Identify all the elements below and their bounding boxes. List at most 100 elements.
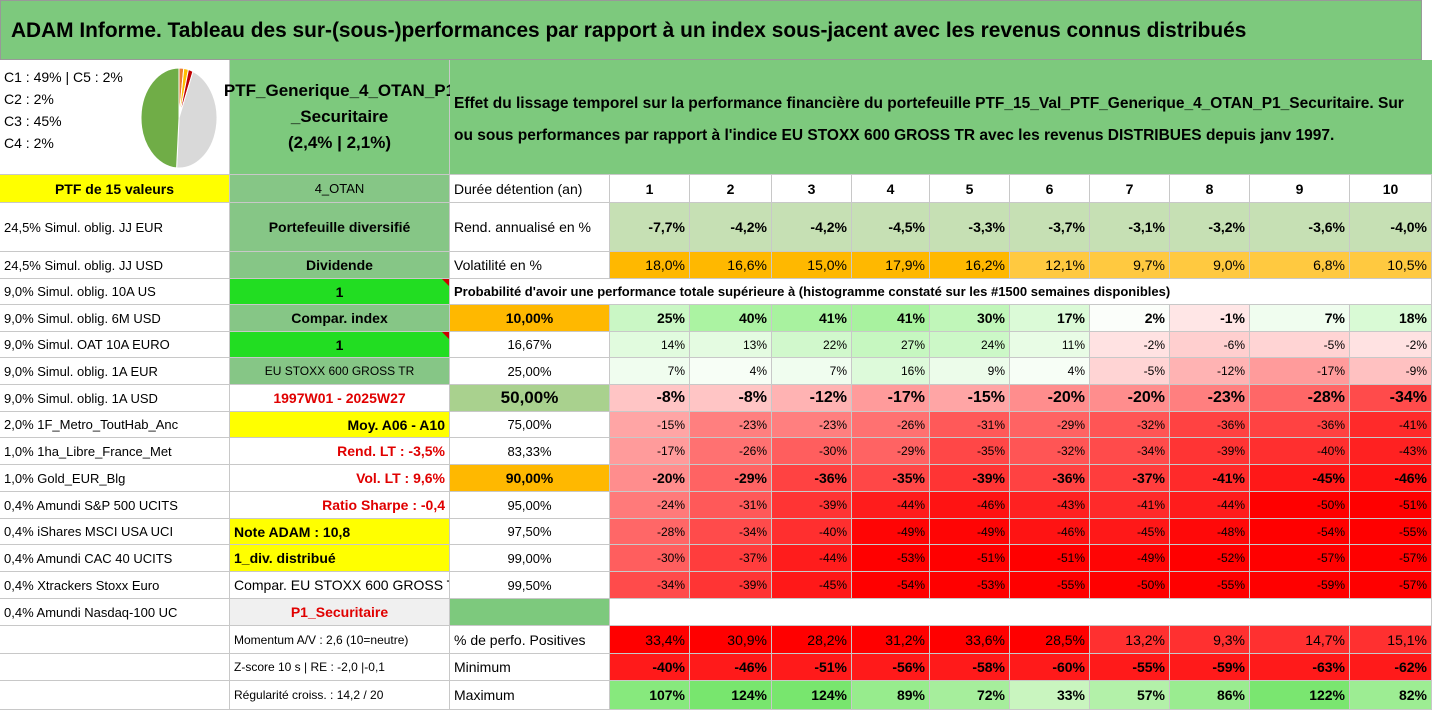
holding-item: 9,0% Simul. oblig. 1A USD [0,385,230,412]
max-value: 124% [690,681,772,710]
max-value: 57% [1090,681,1170,710]
probability-level: 83,33% [450,438,610,465]
probability-value: -50% [1090,572,1170,599]
positive-value: 14,7% [1250,626,1350,654]
probability-value: 27% [852,332,930,358]
probability-value: -34% [1350,385,1432,412]
probability-value: -53% [930,572,1010,599]
probability-value: -26% [690,438,772,465]
probability-value: -57% [1250,545,1350,572]
probability-value: -51% [930,545,1010,572]
probability-level: 10,00% [450,305,610,332]
legend-line: C1 : 49% | C5 : 2% [4,69,123,85]
value-2: 1 [230,332,450,358]
probability-value: -34% [1090,438,1170,465]
probability-value: -45% [1090,519,1170,545]
positive-value: 28,2% [772,626,852,654]
probability-value: -29% [690,465,772,492]
vol-value: 16,6% [690,252,772,279]
probability-value: -49% [930,519,1010,545]
rend-value: -3,1% [1090,203,1170,252]
probability-value: -44% [772,545,852,572]
compar-index-label: Compar. index [230,305,450,332]
probability-value: -39% [1170,438,1250,465]
probability-value: -34% [690,519,772,545]
probability-value: -37% [690,545,772,572]
duration-label: Durée détention (an) [450,175,610,203]
probability-value: -6% [1170,332,1250,358]
minimum-label: Minimum [450,654,610,681]
period-label: 1997W01 - 2025W27 [230,385,450,412]
portfolio-name: PTF_Generique_4_OTAN_P1 _Securitaire (2,… [224,60,455,175]
max-value: 89% [852,681,930,710]
probability-value: -23% [772,412,852,438]
probability-value: -2% [1350,332,1432,358]
probability-level: 16,67% [450,332,610,358]
probability-value: -32% [1090,412,1170,438]
dividend-label: Dividende [230,252,450,279]
vol-value: 6,8% [1250,252,1350,279]
probability-value: 7% [610,358,690,385]
holding-item: 24,5% Simul. oblig. JJ USD [0,252,230,279]
min-value: -60% [1010,654,1090,681]
probability-value: 17% [1010,305,1090,332]
holding-item: 1,0% 1ha_Libre_France_Met [0,438,230,465]
max-value: 86% [1170,681,1250,710]
value-1: 1 [230,279,450,305]
probability-value: -44% [1170,492,1250,519]
probability-value: -50% [1250,492,1350,519]
pie-legend: C1 : 49% | C5 : 2% C2 : 2% C3 : 45% C4 :… [4,66,123,154]
probability-value: -8% [610,385,690,412]
probability-value: -17% [610,438,690,465]
probability-value: -36% [772,465,852,492]
rend-value: -4,2% [690,203,772,252]
rend-value: -3,7% [1010,203,1090,252]
report-title: ADAM Informe. Tableau des sur-(sous-)per… [0,0,1422,60]
compar-full: Compar. EU STOXX 600 GROSS TR [230,572,450,599]
rend-value: -3,3% [930,203,1010,252]
probability-level: 95,00% [450,492,610,519]
probability-value: -51% [1010,545,1090,572]
probability-value: -54% [852,572,930,599]
probability-level: 75,00% [450,412,610,438]
probability-value: -1% [1170,305,1250,332]
probability-value: -49% [852,519,930,545]
probability-value: -41% [1350,412,1432,438]
probability-value: -45% [1250,465,1350,492]
probability-value: -34% [610,572,690,599]
empty-cell [0,681,230,710]
positive-value: 13,2% [1090,626,1170,654]
allocation-pie-chart [140,67,218,169]
year-header: 10 [1350,175,1432,203]
portfolio-name-line3: (2,4% | 2,1%) [287,133,392,152]
probability-value: -20% [1090,385,1170,412]
probability-value: -37% [1090,465,1170,492]
otan-label: 4_OTAN [230,175,450,203]
regularite: Régularité croiss. : 14,2 / 20 [230,681,450,710]
vol-value: 18,0% [610,252,690,279]
pie-slice-c3 [176,70,218,169]
probability-value: -39% [930,465,1010,492]
holding-item: 9,0% Simul. oblig. 1A EUR [0,358,230,385]
max-value: 107% [610,681,690,710]
probability-value: -8% [690,385,772,412]
index-name: EU STOXX 600 GROSS TR [230,358,450,385]
probability-value: -39% [772,492,852,519]
probability-value: 30% [930,305,1010,332]
probability-value: 41% [852,305,930,332]
min-value: -55% [1090,654,1170,681]
probability-value: -52% [1170,545,1250,572]
max-value: 82% [1350,681,1432,710]
div-label: 1_div. distribué [230,545,450,572]
probability-value: 7% [1250,305,1350,332]
probability-value: 24% [930,332,1010,358]
probability-value: -36% [1010,465,1090,492]
positive-value: 33,4% [610,626,690,654]
rend-value: -4,0% [1350,203,1432,252]
min-value: -51% [772,654,852,681]
probability-value: -39% [690,572,772,599]
vol-value: 9,0% [1170,252,1250,279]
rend-value: -4,2% [772,203,852,252]
probability-value: -12% [772,385,852,412]
probability-value: 16% [852,358,930,385]
